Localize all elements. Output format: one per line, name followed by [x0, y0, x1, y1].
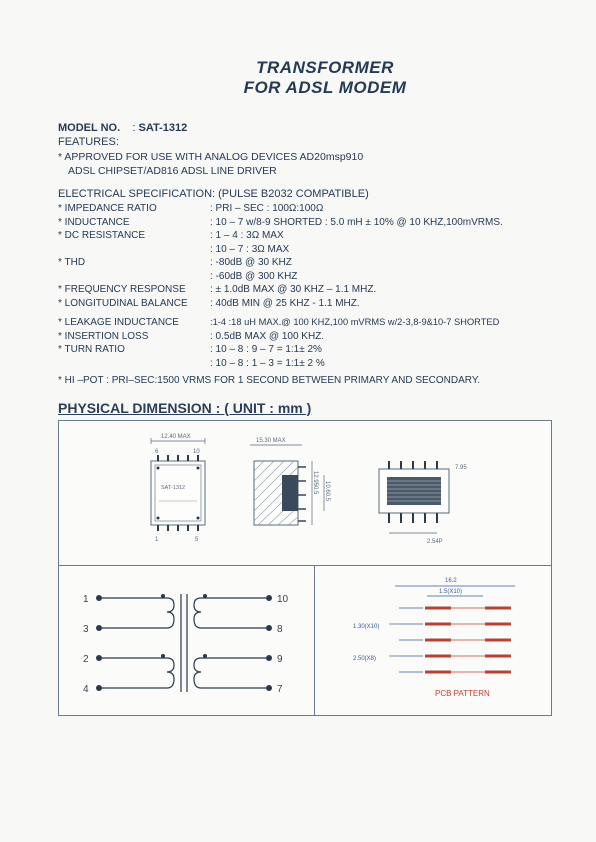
spec-row: * DC RESISTANCE: 1 – 4 : 3Ω MAX [58, 229, 552, 243]
spec-row: * LEAKAGE INDUCTANCE:1-4 :18 uH MAX.@ 10… [58, 316, 552, 330]
svg-text:1: 1 [83, 594, 89, 605]
svg-text:10.60.5: 10.60.5 [324, 481, 330, 502]
features-label: FEATURES: [58, 136, 552, 148]
svg-text:2.50(X8): 2.50(X8) [353, 656, 376, 662]
spec-row: * TURN RATIO: 10 – 8 : 9 – 7 = 1:1± 2% [58, 343, 552, 357]
svg-text:3: 3 [83, 624, 89, 635]
svg-text:4: 4 [83, 684, 89, 695]
package-svg: 6 10 1 5 SAT-1312 12.40 MAX [59, 421, 549, 567]
specs-block-1: * IMPEDANCE RATIO: PRI – SEC : 100Ω:100Ω… [58, 202, 552, 310]
package-drawing: 6 10 1 5 SAT-1312 12.40 MAX [58, 420, 552, 566]
svg-text:SAT-1312: SAT-1312 [161, 485, 185, 491]
pcb-svg: 16.2 1.5(X10) [315, 566, 551, 716]
svg-text:7: 7 [277, 684, 283, 695]
spec-row: : -60dB @ 300 KHZ [58, 270, 552, 284]
model-sep: : [132, 122, 135, 134]
svg-text:16.2: 16.2 [445, 578, 457, 584]
specs-block-2: * LEAKAGE INDUCTANCE:1-4 :18 uH MAX.@ 10… [58, 316, 552, 370]
feature-2: ADSL CHIPSET/AD816 ADSL LINE DRIVER [58, 164, 552, 178]
svg-text:1: 1 [155, 537, 159, 543]
hipot-note: * HI –POT : PRI–SEC:1500 VRMS FOR 1 SECO… [58, 374, 552, 388]
svg-text:2: 2 [83, 654, 89, 665]
svg-text:8: 8 [277, 624, 283, 635]
spec-row: * IMPEDANCE RATIO: PRI – SEC : 100Ω:100Ω [58, 202, 552, 216]
feature-1: * APPROVED FOR USE WITH ANALOG DEVICES A… [58, 150, 552, 164]
spec-row: * INDUCTANCE: 10 – 7 w/8-9 SHORTED : 5.0… [58, 216, 552, 230]
svg-text:10: 10 [193, 449, 200, 455]
title-line-1: TRANSFORMER [98, 58, 552, 78]
pcb-drawing: 16.2 1.5(X10) [315, 566, 552, 716]
spec-row: : 10 – 7 : 3Ω MAX [58, 243, 552, 257]
svg-text:5: 5 [195, 537, 199, 543]
spec-row: : 10 – 8 : 1 – 3 = 1:1± 2 % [58, 357, 552, 371]
spec-row: * FREQUENCY RESPONSE: ± 1.0dB MAX @ 30 K… [58, 283, 552, 297]
model-label: MODEL NO. [58, 122, 120, 134]
model-row: MODEL NO. : SAT-1312 [58, 122, 552, 134]
svg-text:1.5(X10): 1.5(X10) [439, 589, 462, 595]
svg-text:7.95: 7.95 [455, 465, 467, 471]
spec-row: * LONGITUDINAL BALANCE: 40dB MIN @ 25 KH… [58, 297, 552, 311]
svg-text:10: 10 [277, 594, 289, 605]
physical-header: PHYSICAL DIMENSION : ( UNIT : mm ) [58, 400, 552, 416]
elec-header: ELECTRICAL SPECIFICATION: (PULSE B2032 C… [58, 188, 552, 200]
svg-text:2.54P: 2.54P [427, 539, 443, 545]
svg-text:1.30(X10): 1.30(X10) [353, 624, 379, 630]
svg-text:PCB PATTERN: PCB PATTERN [435, 689, 490, 698]
model-value: SAT-1312 [139, 122, 188, 134]
svg-text:9: 9 [277, 654, 283, 665]
svg-text:15.30 MAX: 15.30 MAX [256, 438, 286, 444]
schematic-svg: 1 3 2 4 10 8 9 7 [59, 566, 313, 716]
svg-text:6: 6 [155, 449, 159, 455]
title-block: TRANSFORMER FOR ADSL MODEM [98, 58, 552, 98]
svg-text:12.950.5: 12.950.5 [312, 471, 318, 495]
title-line-2: FOR ADSL MODEM [98, 78, 552, 98]
svg-text:12.40 MAX: 12.40 MAX [161, 434, 191, 440]
spec-row: * THD: -80dB @ 30 KHZ [58, 256, 552, 270]
spec-row: * INSERTION LOSS: 0.5dB MAX @ 100 KHZ. [58, 330, 552, 344]
schematic-drawing: 1 3 2 4 10 8 9 7 [58, 566, 315, 716]
